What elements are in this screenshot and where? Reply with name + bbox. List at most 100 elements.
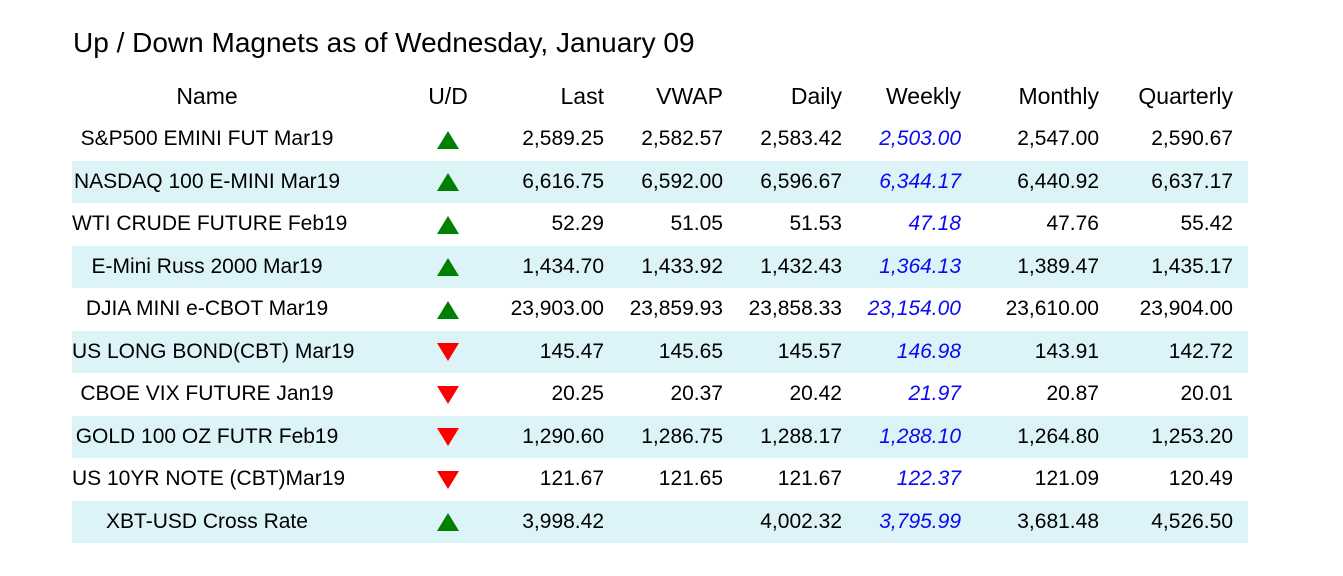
table-row[interactable]: WTI CRUDE FUTURE Feb19 52.29 51.05 51.53 47.… <box>72 203 1248 246</box>
header-row: Name U/D Last VWAP Daily Weekly Monthly Quarter… <box>72 74 1248 118</box>
cell-direction <box>402 373 494 416</box>
cell-last: 20.25 <box>551 382 604 406</box>
table-row[interactable]: XBT-USD Cross Rate 3,998.42 4,002.32 3,795.… <box>72 500 1248 544</box>
column-header-u-d: U/D <box>428 82 468 109</box>
cell-vwap: 20.37 <box>670 382 723 406</box>
cell-daily: 4,002.32 <box>760 509 842 533</box>
cell-name: US 10YR NOTE (CBT)Mar19 <box>72 467 346 491</box>
cell-direction <box>402 458 494 501</box>
cell-monthly: 47.76 <box>1046 212 1099 236</box>
table-row[interactable]: NASDAQ 100 E-MINI Mar19 6,616.75 6,592.00 6… <box>72 160 1248 204</box>
cell-direction <box>402 203 494 246</box>
cell-direction <box>402 288 494 331</box>
cell-name: WTI CRUDE FUTURE Feb19 <box>72 212 348 236</box>
cell-direction <box>402 161 494 204</box>
cell-monthly: 1,264.80 <box>1017 424 1099 448</box>
down-triangle-icon <box>437 343 459 362</box>
cell-daily: 20.42 <box>789 382 842 406</box>
magnets-table: Name U/D Last VWAP Daily Weekly Monthly Quarter… <box>72 74 1248 543</box>
cell-direction <box>402 118 494 161</box>
table-row[interactable]: DJIA MINI e-CBOT Mar19 23,903.00 23,859.93… <box>72 288 1248 331</box>
cell-weekly: 3,795.99 <box>879 509 961 533</box>
table-row[interactable]: E-Mini Russ 2000 Mar19 1,434.70 1,433.92 1,… <box>72 245 1248 289</box>
cell-last: 52.29 <box>551 212 604 236</box>
table-row[interactable]: US 10YR NOTE (CBT)Mar19 121.67 121.65 121.6… <box>72 458 1248 501</box>
cell-name: XBT-USD Cross Rate <box>106 509 308 533</box>
cell-quarterly: 1,435.17 <box>1151 254 1233 278</box>
cell-quarterly: 120.49 <box>1168 467 1233 491</box>
cell-monthly: 6,440.92 <box>1017 169 1099 193</box>
cell-quarterly: 20.01 <box>1180 382 1233 406</box>
cell-quarterly: 142.72 <box>1168 339 1233 363</box>
cell-daily: 145.57 <box>777 339 842 363</box>
down-triangle-icon <box>437 470 459 489</box>
cell-quarterly: 6,637.17 <box>1151 169 1233 193</box>
cell-monthly: 121.09 <box>1034 467 1099 491</box>
cell-weekly: 23,154.00 <box>867 297 961 321</box>
cell-vwap: 2,582.57 <box>641 127 723 151</box>
cell-monthly: 3,681.48 <box>1017 509 1099 533</box>
cell-monthly: 23,610.00 <box>1005 297 1099 321</box>
cell-daily: 51.53 <box>789 212 842 236</box>
cell-daily: 6,596.67 <box>760 169 842 193</box>
cell-monthly: 20.87 <box>1046 382 1099 406</box>
cell-direction <box>402 501 494 544</box>
cell-last: 1,434.70 <box>522 254 604 278</box>
cell-direction <box>402 416 494 459</box>
cell-quarterly: 55.42 <box>1180 212 1233 236</box>
cell-name: DJIA MINI e-CBOT Mar19 <box>85 297 329 321</box>
cell-weekly: 1,288.10 <box>879 424 961 448</box>
cell-quarterly: 2,590.67 <box>1151 127 1233 151</box>
table-row[interactable]: CBOE VIX FUTURE Jan19 20.25 20.37 20.42 21.9… <box>72 373 1248 416</box>
table-row[interactable]: GOLD 100 OZ FUTR Feb19 1,290.60 1,286.75 1,… <box>72 415 1248 459</box>
cell-last: 145.47 <box>539 339 604 363</box>
up-triangle-icon <box>437 513 459 532</box>
cell-vwap: 1,433.92 <box>641 254 723 278</box>
cell-monthly: 1,389.47 <box>1017 254 1099 278</box>
cell-vwap: 6,592.00 <box>641 169 723 193</box>
cell-last: 2,589.25 <box>522 127 604 151</box>
cell-monthly: 143.91 <box>1034 339 1099 363</box>
cell-vwap: 51.05 <box>670 212 723 236</box>
up-triangle-icon <box>437 173 459 192</box>
cell-weekly: 122.37 <box>896 467 961 491</box>
cell-daily: 2,583.42 <box>760 127 842 151</box>
cell-direction <box>402 331 494 374</box>
cell-last: 121.67 <box>539 467 604 491</box>
table-body: S&P500 EMINI FUT Mar19 2,589.25 2,582.57 2,… <box>72 118 1248 543</box>
column-header-daily: Daily <box>790 82 842 109</box>
up-triangle-icon <box>437 215 459 234</box>
table-row[interactable]: US LONG BOND(CBT) Mar19 145.47 145.65 145.5… <box>72 330 1248 374</box>
up-triangle-icon <box>437 130 459 149</box>
page-title: Up / Down Magnets as of Wednesday, Janua… <box>73 27 695 58</box>
cell-name: US LONG BOND(CBT) Mar19 <box>72 339 355 363</box>
cell-last: 3,998.42 <box>522 509 604 533</box>
column-header-name: Name <box>176 82 238 109</box>
column-header-quarterly: Quarterly <box>1138 82 1233 109</box>
cell-direction <box>402 246 494 289</box>
cell-quarterly: 1,253.20 <box>1151 424 1233 448</box>
cell-last: 1,290.60 <box>522 424 604 448</box>
cell-daily: 23,858.33 <box>748 297 842 321</box>
table-row[interactable]: S&P500 EMINI FUT Mar19 2,589.25 2,582.57 2,… <box>72 118 1248 161</box>
cell-name: S&P500 EMINI FUT Mar19 <box>80 127 334 151</box>
cell-monthly: 2,547.00 <box>1017 127 1099 151</box>
cell-vwap: 1,286.75 <box>641 424 723 448</box>
cell-weekly: 21.97 <box>908 382 961 406</box>
column-header-last: Last <box>560 82 604 109</box>
cell-last: 23,903.00 <box>510 297 604 321</box>
up-triangle-icon <box>437 300 459 319</box>
cell-name: NASDAQ 100 E-MINI Mar19 <box>73 169 341 193</box>
cell-vwap <box>604 501 723 544</box>
down-triangle-icon <box>437 428 459 447</box>
cell-vwap: 23,859.93 <box>629 297 723 321</box>
cell-daily: 1,432.43 <box>760 254 842 278</box>
cell-quarterly: 23,904.00 <box>1139 297 1233 321</box>
column-header-vwap: VWAP <box>656 82 723 109</box>
down-triangle-icon <box>437 385 459 404</box>
cell-weekly: 146.98 <box>896 339 961 363</box>
cell-weekly: 1,364.13 <box>879 254 961 278</box>
column-header-monthly: Monthly <box>1018 82 1099 109</box>
cell-name: GOLD 100 OZ FUTR Feb19 <box>75 424 339 448</box>
